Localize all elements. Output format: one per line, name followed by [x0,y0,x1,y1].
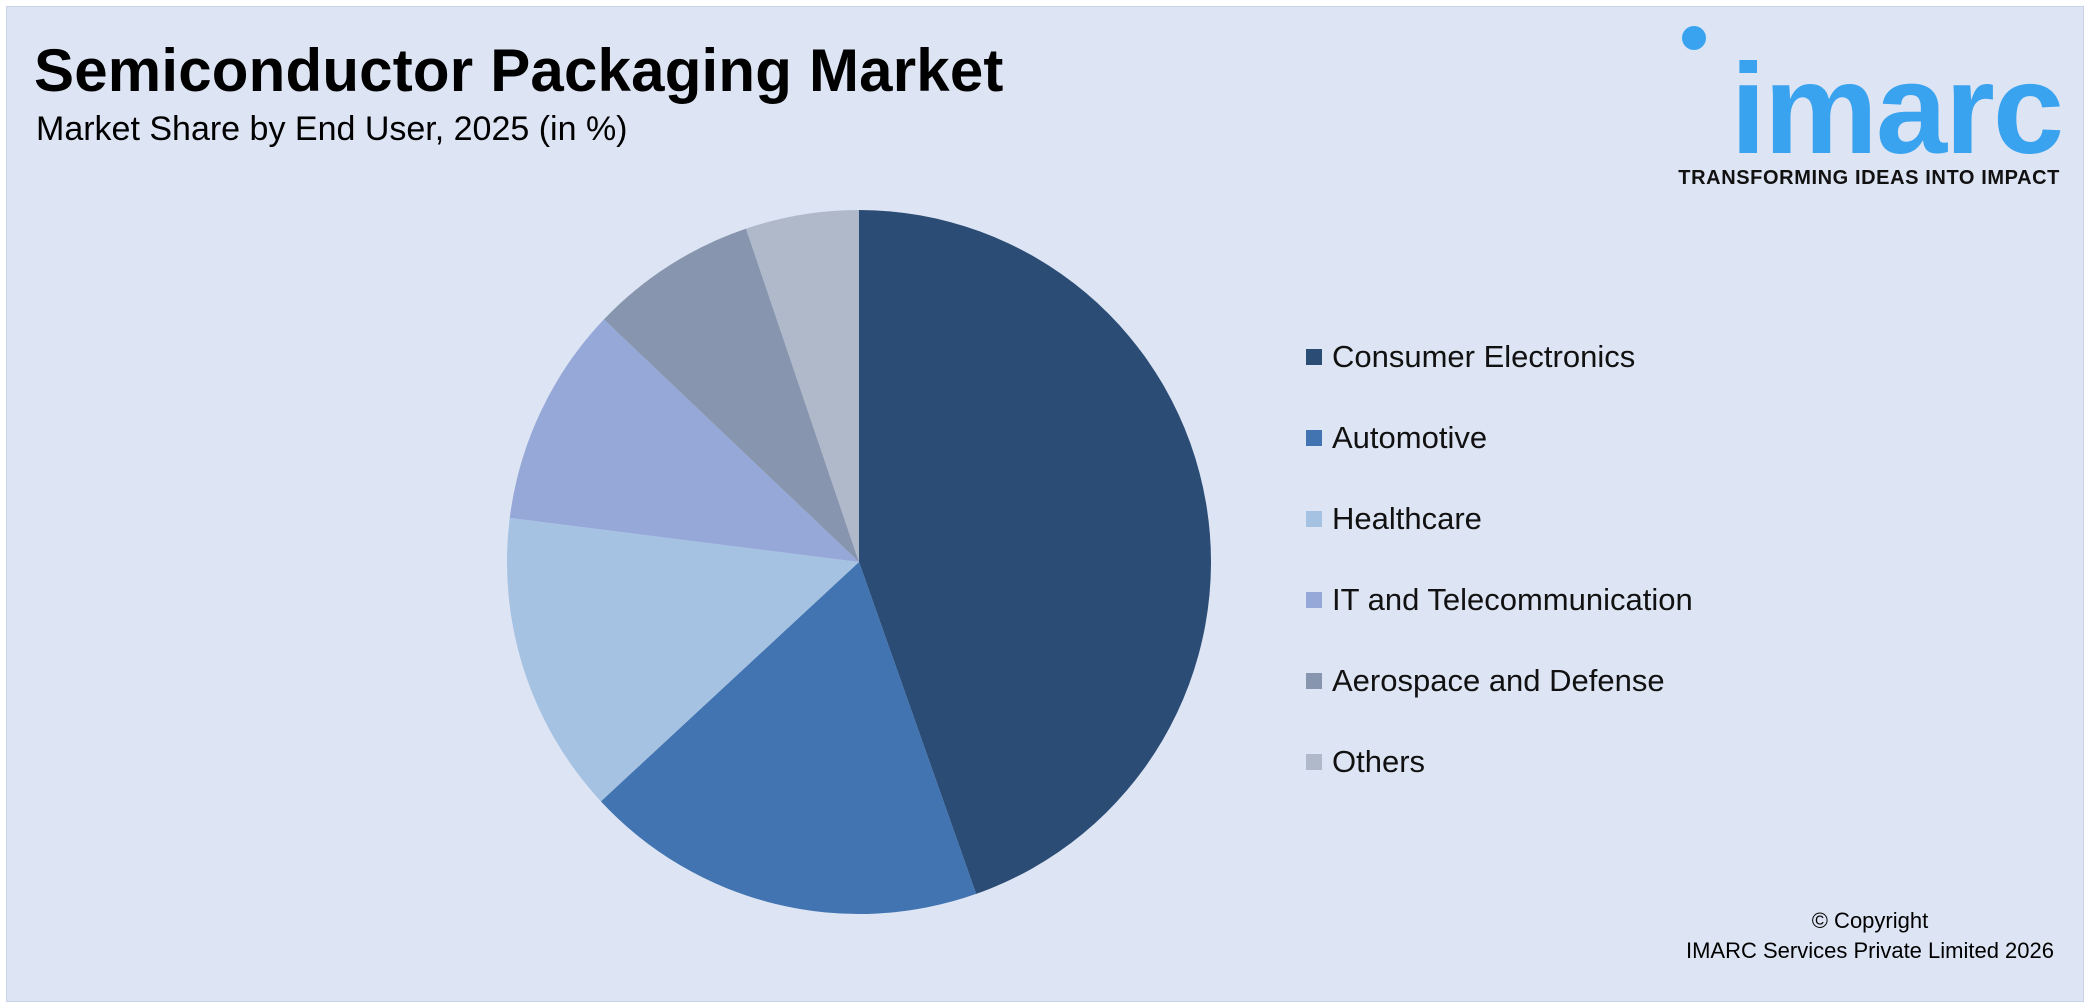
legend-label-it-and-telecommunication: IT and Telecommunication [1332,582,1693,617]
legend-swatch-aerospace-and-defense [1306,673,1322,689]
pie-slice-healthcare [507,517,859,802]
legend-swatch-others [1306,754,1322,770]
legend-swatch-healthcare [1306,511,1322,527]
logo-dot-icon [1682,26,1706,50]
chart-title: Semiconductor Packaging Market [34,37,1004,104]
legend-label-automotive: Automotive [1332,420,1488,455]
imarc-logo: imarc TRANSFORMING IDEAS INTO IMPACT [1662,24,2064,194]
pie-slice-it-and-telecommunication [509,319,859,562]
copyright-notice: © Copyright IMARC Services Private Limit… [1686,906,2054,966]
pie-slice-automotive [600,562,977,915]
legend-label-consumer-electronics: Consumer Electronics [1332,339,1636,374]
copyright-line-2: IMARC Services Private Limited 2026 [1685,938,2054,963]
pie-slice-consumer-electronics [859,210,1211,894]
logo-wordmark: imarc [1730,38,2064,181]
legend-label-healthcare: Healthcare [1332,501,1482,536]
copyright-line-1: © Copyright [1811,908,1929,933]
legend-swatch-automotive [1306,430,1322,446]
legend-swatch-it-and-telecommunication [1306,592,1322,608]
chart-subtitle: Market Share by End User, 2025 (in %) [36,110,628,148]
pie-slice-others [746,210,859,562]
legend-label-aerospace-and-defense: Aerospace and Defense [1332,663,1665,698]
legend-swatch-consumer-electronics [1306,349,1322,365]
legend-label-others: Others [1332,744,1426,779]
logo-tagline: TRANSFORMING IDEAS INTO IMPACT [1678,167,2060,189]
pie-slice-aerospace-and-defense [603,228,859,562]
